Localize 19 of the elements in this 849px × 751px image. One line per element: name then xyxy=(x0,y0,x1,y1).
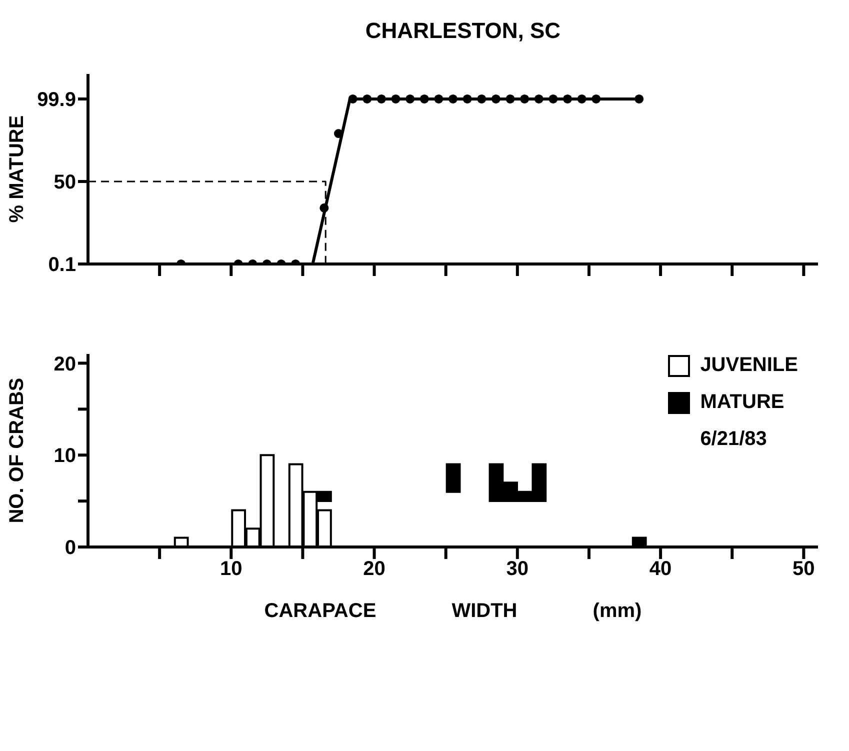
y-axis-title: % MATURE xyxy=(6,115,28,223)
x-tick-label: 10 xyxy=(220,558,242,580)
y-tick-label: 99.9 xyxy=(37,89,76,112)
legend-label: JUVENILE xyxy=(700,354,798,377)
y-tick-label: 50 xyxy=(54,172,76,194)
x-tick-label: 30 xyxy=(506,558,529,580)
x-axis-title: CARAPACE WIDTH (mm) xyxy=(264,600,642,622)
bar xyxy=(446,463,461,493)
y-tick-label: 0.1 xyxy=(48,254,76,276)
legend-label: MATURE xyxy=(700,391,784,414)
x-tick-label: 40 xyxy=(649,558,672,580)
x-tick-label: 20 xyxy=(363,558,386,580)
y-tick-label: 0 xyxy=(64,537,76,560)
x-tick-label: 50 xyxy=(792,558,815,580)
y-tick-label: 10 xyxy=(54,445,76,468)
y-axis-title: NO. OF CRABS xyxy=(6,378,28,524)
annotation: 6/21/83 xyxy=(700,428,768,451)
y-tick-label: 20 xyxy=(54,353,76,376)
chart-title: CHARLESTON, SC xyxy=(364,18,562,44)
